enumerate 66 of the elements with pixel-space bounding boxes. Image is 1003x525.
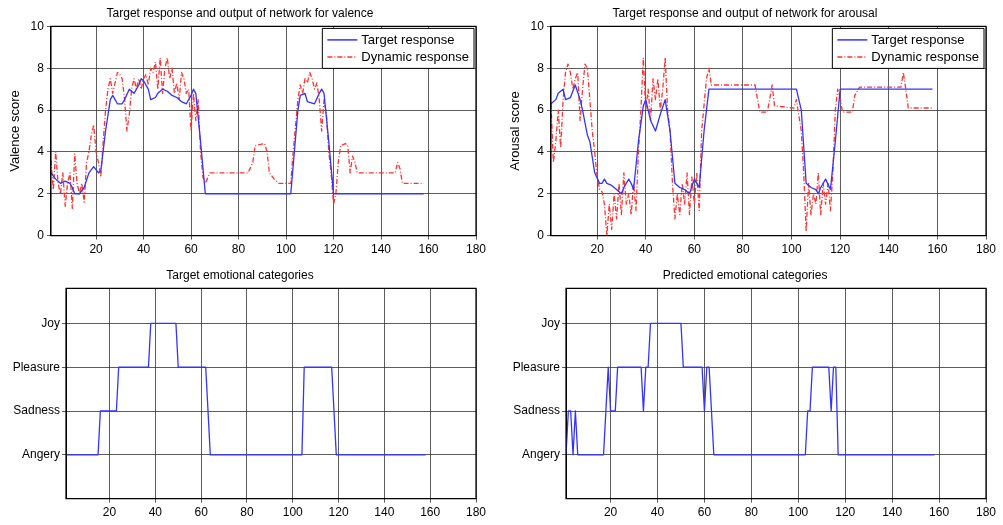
text: Angery	[21, 447, 60, 462]
x-tick-label: 100	[781, 242, 802, 257]
x-tick-label: 60	[697, 505, 712, 520]
text: Joy	[541, 315, 560, 330]
x-tick-label: 180	[465, 242, 487, 257]
x-tick-label: 80	[231, 242, 246, 257]
text: Pleasure	[512, 359, 561, 374]
y-tick-label: 2	[537, 186, 545, 201]
x-tick-label: 160	[927, 242, 948, 257]
x-tick-label: 20	[102, 505, 117, 520]
text: Sadness	[513, 403, 560, 418]
chart-title: Target response and output of network for arousal	[612, 5, 878, 20]
x-tick-label: 40	[639, 242, 653, 257]
y-tick-label: 6	[537, 102, 545, 117]
x-tick-label: 140	[374, 505, 395, 520]
y-tick-label: 8	[537, 60, 545, 75]
text: Joy	[41, 315, 60, 330]
x-tick-label: 100	[788, 505, 809, 520]
y-tick-label: 4	[537, 144, 545, 159]
x-tick-label: 120	[835, 505, 856, 520]
x-tick-label: 160	[929, 505, 950, 520]
x-tick-label: 180	[975, 242, 997, 257]
x-tick-label: 120	[830, 242, 851, 257]
y-tick-label: 2	[37, 186, 45, 201]
y-tick-label: 8	[37, 60, 45, 75]
x-tick-label: 20	[603, 505, 618, 520]
y-tick-label: 6	[37, 102, 45, 117]
x-tick-label: 180	[465, 505, 487, 520]
x-tick-label: 100	[282, 505, 304, 520]
y-tick-label: 0	[537, 227, 545, 242]
text: Pleasure	[12, 359, 61, 374]
chart-title: Predicted emotional categories	[662, 267, 828, 282]
x-tick-label: 40	[148, 505, 163, 520]
x-tick-label: 20	[89, 242, 104, 257]
x-tick-label: 100	[276, 242, 297, 257]
legend-label: Target response	[361, 32, 455, 48]
x-tick-label: 180	[975, 505, 997, 520]
y-tick-label: 0	[37, 227, 45, 242]
legend-label: Target response	[871, 32, 965, 48]
legend-label: Dynamic response	[361, 49, 469, 65]
text: Angery	[521, 447, 560, 462]
chart-title: Target emotional categories	[166, 267, 314, 282]
x-tick-label: 40	[136, 242, 151, 257]
x-tick-label: 120	[328, 505, 349, 520]
x-tick-label: 80	[240, 505, 254, 520]
x-tick-label: 60	[184, 242, 199, 257]
text: Sadness	[13, 403, 60, 418]
x-tick-label: 80	[744, 505, 759, 520]
x-tick-label: 160	[418, 242, 439, 257]
x-tick-label: 120	[323, 242, 344, 257]
y-tick-label: 10	[30, 18, 45, 33]
chart-title: Target response and output of network for valence	[106, 5, 374, 20]
y-tick-label: 10	[530, 18, 545, 33]
y-axis-title: Arousal score	[507, 91, 523, 171]
x-tick-label: 40	[650, 505, 665, 520]
legend-label: Dynamic response	[871, 49, 979, 65]
y-axis-title: Valence score	[7, 90, 23, 172]
x-tick-label: 60	[194, 505, 209, 520]
x-tick-label: 20	[590, 242, 605, 257]
x-tick-label: 80	[736, 242, 750, 257]
x-tick-label: 140	[882, 505, 903, 520]
y-tick-label: 4	[37, 144, 45, 159]
x-tick-label: 160	[420, 505, 441, 520]
x-tick-label: 60	[687, 242, 702, 257]
x-tick-label: 140	[371, 242, 392, 257]
x-tick-label: 140	[878, 242, 900, 257]
